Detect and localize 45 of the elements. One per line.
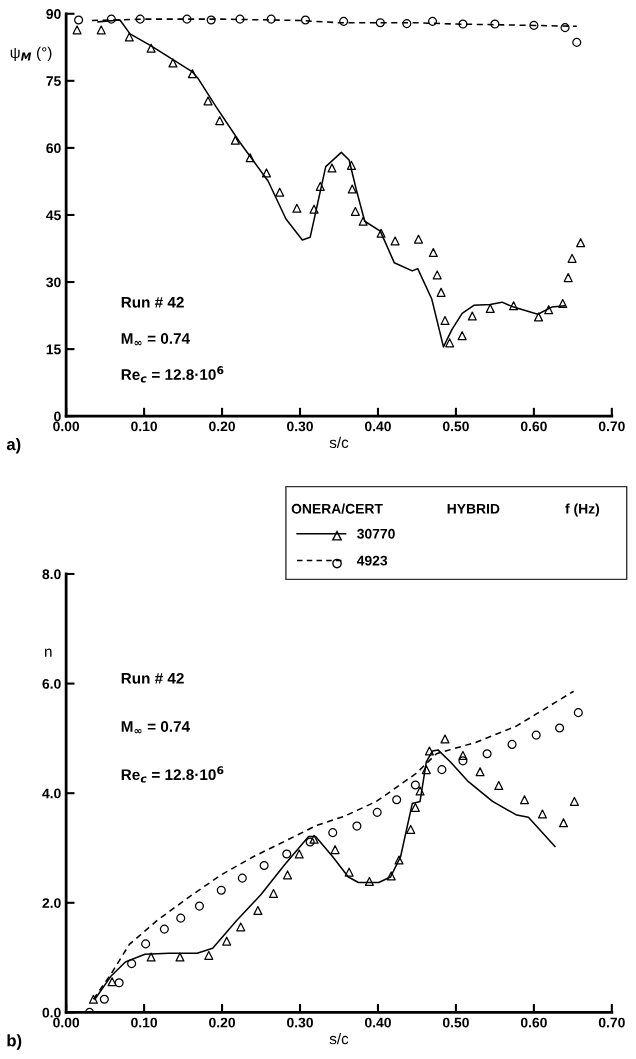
x-tick-label: 0.40 xyxy=(365,421,391,432)
y-tick-label: 30 xyxy=(46,277,61,288)
x-tick-label: 0.50 xyxy=(442,1017,469,1028)
text: b) xyxy=(7,1034,22,1050)
y-tick-label: 15 xyxy=(46,344,61,355)
x-tick-label: 0.00 xyxy=(53,421,80,432)
text: f (Hz) xyxy=(565,503,600,517)
x-tick-label: 0.30 xyxy=(287,421,313,432)
legend-label: 30770 xyxy=(357,528,395,539)
text: a) xyxy=(6,438,21,454)
y-tick-label: 0.0 xyxy=(42,1007,61,1018)
annotation: Run # 42 xyxy=(121,296,184,308)
legend-label: 4923 xyxy=(356,555,388,566)
y-tick-label: 4.0 xyxy=(42,788,61,799)
x-tick-label: 0.30 xyxy=(287,1017,313,1028)
x-tick-label: 0.70 xyxy=(598,1017,625,1028)
x-axis-title: s/c xyxy=(329,436,349,448)
y-tick-label: 8.0 xyxy=(42,569,61,580)
y-tick-label: 0 xyxy=(54,411,61,422)
y-tick-label: 60 xyxy=(46,143,61,154)
x-tick-label: 0.40 xyxy=(365,1017,391,1028)
y-tick-label: 90 xyxy=(46,9,61,19)
annotation: Re$_{c}$ = 12.8·10$^{6}$ xyxy=(121,366,224,383)
annotation: M$_{∞}$ = 0.74 xyxy=(121,721,190,734)
x-tick-label: 0.20 xyxy=(209,421,235,432)
text: ONERA/CERT xyxy=(291,503,383,514)
annotation: M$_{∞}$ = 0.74 xyxy=(121,333,190,346)
y-axis-title: n xyxy=(45,648,52,657)
annotation: Run # 42 xyxy=(121,672,184,684)
x-tick-label: 0.60 xyxy=(520,421,547,432)
y-tick-label: 2.0 xyxy=(42,898,61,908)
text: HYBRID xyxy=(447,504,500,514)
x-tick-label: 0.00 xyxy=(53,1017,80,1028)
x-tick-label: 0.60 xyxy=(520,1017,547,1028)
y-axis-title: ψ$_{M}$ (°) xyxy=(10,46,52,62)
x-tick-label: 0.50 xyxy=(442,421,469,432)
x-axis-title: s/c xyxy=(329,1032,349,1045)
y-tick-label: 45 xyxy=(46,210,61,221)
y-tick-label: 75 xyxy=(46,76,61,87)
annotation: Re$_{c}$ = 12.8·10$^{6}$ xyxy=(121,766,224,783)
x-tick-label: 0.70 xyxy=(598,421,625,432)
x-tick-label: 0.10 xyxy=(131,421,158,432)
x-tick-label: 0.10 xyxy=(131,1017,158,1028)
y-tick-label: 6.0 xyxy=(42,678,61,689)
x-tick-label: 0.20 xyxy=(209,1017,235,1028)
